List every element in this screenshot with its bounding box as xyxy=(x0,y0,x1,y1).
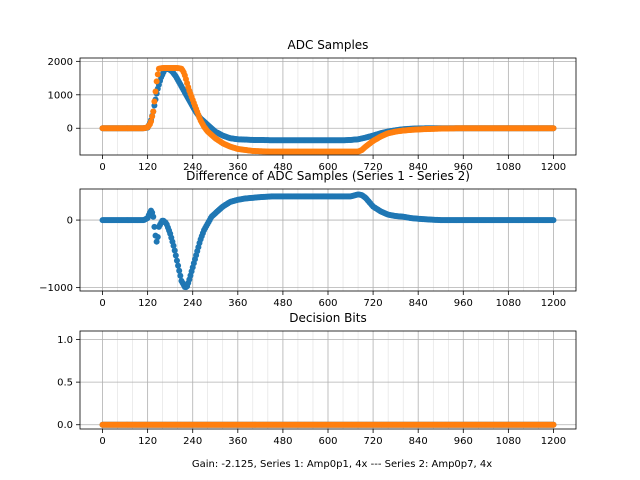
adc-y-tick-label: 0 xyxy=(67,124,73,135)
diff-data-point xyxy=(172,252,179,259)
bits-y-tick-label: 0.5 xyxy=(57,378,73,389)
adc-x-tick-label: 720 xyxy=(364,162,383,173)
bits-axes-frame xyxy=(79,330,577,430)
adc-data-point xyxy=(151,98,158,105)
figure-xlabel: Gain: -2.125, Series 1: Amp0p1, 4x --- S… xyxy=(192,459,492,470)
bits-x-tick-label: 720 xyxy=(364,436,383,447)
adc-data-point xyxy=(154,71,161,78)
diff-y-tick-label: −1000 xyxy=(39,283,73,294)
bits-series-2 xyxy=(99,421,557,428)
diff-data-point xyxy=(175,262,182,269)
bits-x-tick-label: 600 xyxy=(318,436,337,447)
diff-x-tick-label: 360 xyxy=(228,298,247,309)
adc-data-point xyxy=(550,125,557,132)
bits-title: Decision Bits xyxy=(289,311,366,325)
diff-x-tick-label: 1200 xyxy=(541,298,566,309)
adc-y-tick-label: 2000 xyxy=(48,57,73,68)
diff-data-point xyxy=(176,267,183,274)
adc-y-tick-label: 1000 xyxy=(48,90,73,101)
bits-x-tick-label: 960 xyxy=(454,436,473,447)
adc-series-2 xyxy=(99,65,557,155)
adc-x-tick-label: 0 xyxy=(99,162,105,173)
diff-x-tick-label: 0 xyxy=(99,298,105,309)
diff-x-tick-label: 120 xyxy=(138,298,157,309)
bits-x-tick-label: 1080 xyxy=(496,436,521,447)
diff-axes-frame xyxy=(79,188,577,292)
adc-data-point xyxy=(152,88,159,95)
bits-x-tick-label: 360 xyxy=(228,436,247,447)
diff-data-point xyxy=(153,238,160,245)
diff-data-point xyxy=(171,247,178,254)
diff-title: Difference of ADC Samples (Series 1 - Se… xyxy=(186,169,470,183)
bits-x-tick-label: 480 xyxy=(273,436,292,447)
adc-axes-frame xyxy=(79,57,577,156)
bits-x-tick-label: 0 xyxy=(99,436,105,447)
diff-data-point xyxy=(177,272,184,279)
diff-data-point xyxy=(170,242,177,249)
diff-data-point xyxy=(550,217,557,224)
adc-x-tick-label: 840 xyxy=(409,162,428,173)
diff-y-tick-label: 0 xyxy=(67,216,73,227)
bits-x-tick-label: 120 xyxy=(138,436,157,447)
bits-x-tick-label: 840 xyxy=(409,436,428,447)
adc-x-tick-label: 360 xyxy=(228,162,247,173)
adc-data-point xyxy=(148,118,155,125)
diff-data-point xyxy=(154,233,161,240)
adc-x-tick-label: 240 xyxy=(183,162,202,173)
bits-data-point xyxy=(550,421,557,428)
adc-data-point xyxy=(153,78,160,85)
adc-x-tick-label: 120 xyxy=(138,162,157,173)
bits-x-tick-label: 1200 xyxy=(541,436,566,447)
diff-data-point xyxy=(150,213,157,220)
adc-x-tick-label: 1080 xyxy=(496,162,521,173)
diff-x-tick-label: 240 xyxy=(183,298,202,309)
diff-data-point xyxy=(173,257,180,264)
diff-series-1 xyxy=(99,191,557,291)
bits-y-tick-label: 0.0 xyxy=(57,420,73,431)
diff-x-tick-label: 600 xyxy=(318,298,337,309)
diff-x-tick-label: 840 xyxy=(409,298,428,309)
diff-x-tick-label: 720 xyxy=(364,298,383,309)
adc-data-point xyxy=(149,113,156,120)
diff-x-tick-label: 480 xyxy=(273,298,292,309)
diff-x-tick-label: 1080 xyxy=(496,298,521,309)
adc-x-tick-label: 600 xyxy=(318,162,337,173)
diff-x-tick-label: 960 xyxy=(454,298,473,309)
adc-x-tick-label: 960 xyxy=(454,162,473,173)
adc-data-point xyxy=(150,108,157,115)
adc-x-tick-label: 480 xyxy=(273,162,292,173)
diff-data-point xyxy=(151,223,158,230)
adc-title: ADC Samples xyxy=(288,38,369,52)
bits-x-tick-label: 240 xyxy=(183,436,202,447)
adc-x-tick-label: 1200 xyxy=(541,162,566,173)
bits-y-tick-label: 1.0 xyxy=(57,335,73,346)
